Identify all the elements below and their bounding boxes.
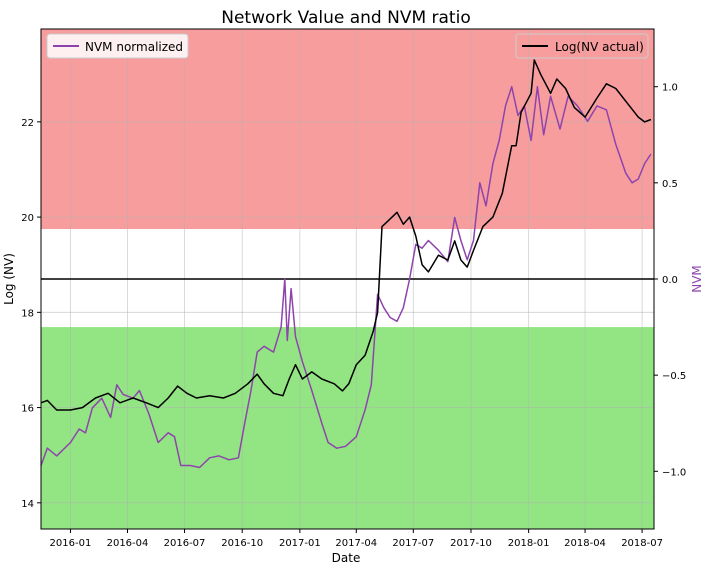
right-y-tick-label: 0.5 <box>662 179 678 190</box>
band-undervalued <box>41 327 654 529</box>
x-tick-label: 2017-07 <box>392 538 434 549</box>
x-tick-label: 2016-10 <box>221 538 263 549</box>
right-y-tick-label: −0.5 <box>662 371 686 382</box>
left-y-axis-label: Log (NV) <box>2 253 16 305</box>
legend-right-label: Log(NV actual) <box>555 40 644 54</box>
left-y-tick-label: 18 <box>21 308 34 319</box>
bands-layer <box>41 29 654 529</box>
x-tick-label: 2016-07 <box>164 538 206 549</box>
left-y-axis: 14 16 18 20 22 <box>21 118 41 510</box>
x-tick-label: 2016-01 <box>50 538 92 549</box>
legend-right: Log(NV actual) <box>515 33 649 59</box>
right-y-tick-label: 0.0 <box>662 275 678 286</box>
series-layer <box>40 59 652 469</box>
right-y-tick-label: −1.0 <box>662 467 686 478</box>
right-y-axis: −1.0 −0.5 0.0 0.5 1.0 <box>654 83 686 478</box>
right-y-axis-label: NVM <box>690 265 704 293</box>
right-y-tick-label: 1.0 <box>662 83 678 94</box>
x-tick-label: 2017-04 <box>335 538 377 549</box>
left-y-tick-label: 22 <box>21 118 34 129</box>
series-line-nvm-normalized <box>40 85 652 469</box>
left-y-tick-label: 14 <box>21 499 34 510</box>
x-tick-label: 2017-10 <box>450 538 492 549</box>
left-y-tick-label: 16 <box>21 404 34 415</box>
chart-title: Network Value and NVM ratio <box>221 8 470 28</box>
legend-left-label: NVM normalized <box>85 40 183 54</box>
left-y-tick-label: 20 <box>21 213 34 224</box>
legend-left: NVM normalized <box>46 33 189 59</box>
x-tick-label: 2018-04 <box>564 538 606 549</box>
x-axis-label: Date <box>332 551 361 565</box>
x-axis: 2016-01 2016-04 2016-07 2016-10 2017-01 2017-… <box>50 529 663 549</box>
band-overvalued <box>41 29 654 229</box>
x-tick-label: 2017-01 <box>279 538 321 549</box>
x-tick-label: 2016-04 <box>107 538 149 549</box>
series-line-log-nv-actual <box>40 59 652 411</box>
x-tick-label: 2018-01 <box>508 538 550 549</box>
x-tick-label: 2018-07 <box>621 538 663 549</box>
